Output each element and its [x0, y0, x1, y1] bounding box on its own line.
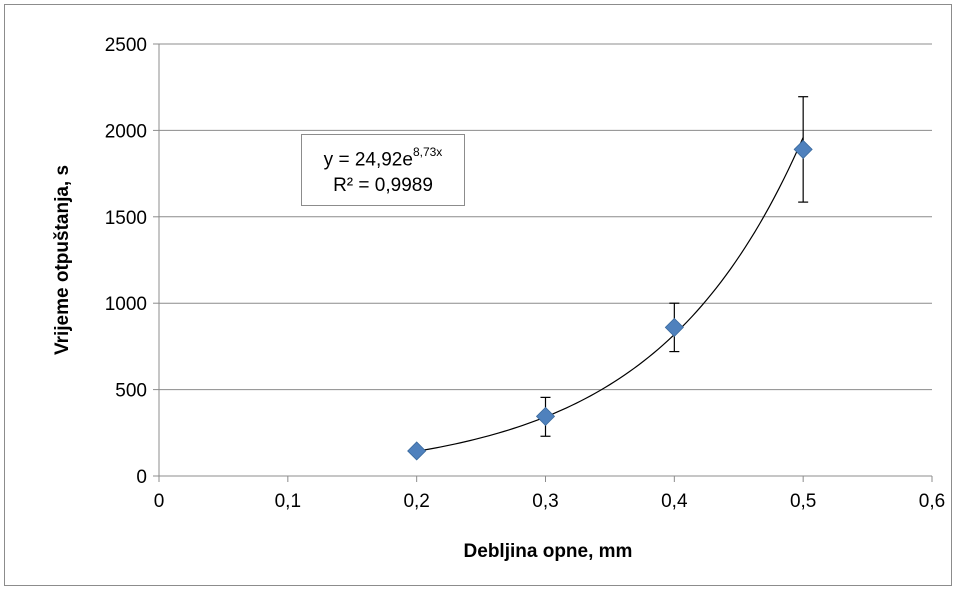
x-tick-label: 0,1 [275, 491, 301, 512]
y-tick-label: 2500 [105, 35, 147, 56]
trendline-equation: y = 24,92e8,73x [324, 141, 443, 173]
trendline [416, 137, 804, 452]
trendline-curve [416, 137, 804, 452]
y-axis-title: Vrijeme otpuštanja, s [52, 165, 73, 355]
y-tick-label: 1000 [105, 294, 147, 315]
y-tick-label: 500 [115, 381, 147, 402]
error-bars [540, 96, 809, 437]
gridlines [159, 43, 932, 391]
y-tick-label: 0 [136, 467, 147, 488]
equation-prefix: y = 24,92e [323, 149, 413, 171]
data-point [793, 139, 813, 159]
data-points [407, 139, 813, 461]
x-tick-label: 0,2 [403, 491, 429, 512]
equation-exponent: 8,73x [412, 144, 443, 159]
data-point [664, 317, 684, 337]
data-point [407, 441, 427, 461]
trendline-equation-box: y = 24,92e8,73x R² = 0,9989 [301, 134, 465, 206]
x-tick-label: 0,3 [532, 491, 558, 512]
axes [153, 43, 933, 482]
x-axis-title: Debljina opne, mm [464, 541, 633, 562]
chart-frame [4, 4, 952, 586]
y-tick-label: 2000 [105, 121, 147, 142]
x-tick-label: 0,4 [661, 491, 688, 512]
r-squared-label: R² = 0,9989 [333, 175, 433, 197]
y-tick-labels: 0 500 1000 1500 2000 2500 [105, 35, 147, 488]
x-tick-label: 0,5 [790, 491, 816, 512]
x-tick-labels: 0 0,1 0,2 0,3 0,4 0,5 0,6 [154, 491, 946, 512]
data-point [535, 406, 556, 426]
x-tick-label: 0 [154, 491, 165, 512]
x-tick-label: 0,6 [919, 491, 945, 512]
y-tick-label: 1500 [105, 208, 147, 229]
